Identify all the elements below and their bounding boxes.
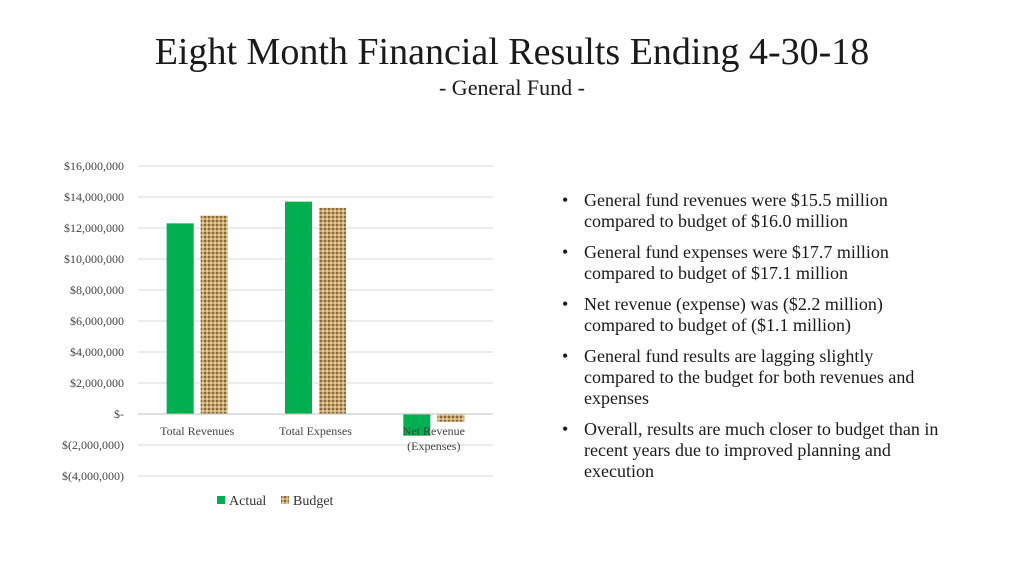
bullet-text: Net revenue (expense) was ($2.2 million)…	[584, 294, 883, 335]
bullet-item: • Overall, results are much closer to bud…	[562, 419, 942, 482]
legend: Actual Budget	[217, 494, 334, 509]
slide-title: Eight Month Financial Results Ending 4-3…	[154, 31, 870, 73]
y-tick-label: $-	[114, 407, 124, 421]
x-tick-label: Total Expenses	[279, 424, 352, 438]
y-tick-label: $4,000,000	[70, 345, 124, 359]
bullet-text: General fund expenses were $17.7 million…	[584, 242, 889, 283]
x-tick-label: Total Revenues	[160, 424, 234, 438]
x-tick-label: (Expenses)	[407, 439, 460, 453]
y-tick-label: $14,000,000	[64, 190, 124, 204]
bullet-text: General fund results are lagging slightl…	[584, 346, 915, 408]
actual-bar	[166, 223, 194, 414]
bullet-glyph: •	[562, 419, 569, 439]
x-tick-label: Net Revenue	[403, 424, 465, 438]
x-axis-ticks: Total Revenues Total Expenses Net Revenue(…	[160, 424, 465, 453]
legend-label-actual: Actual	[229, 494, 266, 509]
budget-bar	[319, 207, 346, 414]
bullet-list: • General fund revenues were $15.5 millio…	[562, 190, 942, 492]
bullet-item: • General fund expenses were $17.7 millio…	[562, 242, 942, 284]
y-tick-label: $16,000,000	[64, 159, 124, 173]
y-tick-label: $(2,000,000)	[62, 438, 124, 452]
bullet-glyph: •	[562, 190, 569, 210]
bullet-item: • General fund revenues were $15.5 millio…	[562, 190, 942, 232]
bullet-glyph: •	[562, 294, 569, 314]
bar-chart: $16,000,000 $14,000,000 $12,000,000 $10,000…	[62, 159, 493, 509]
gridlines	[138, 165, 493, 477]
legend-swatch-budget	[281, 496, 289, 504]
legend-swatch-actual	[217, 496, 225, 504]
legend-label-budget: Budget	[293, 494, 334, 509]
y-tick-label: $2,000,000	[70, 376, 124, 390]
actual-bar	[285, 201, 312, 414]
budget-bar	[200, 215, 228, 414]
bullet-glyph: •	[562, 242, 569, 262]
bullet-text: Overall, results are much closer to budg…	[584, 419, 939, 481]
actual-bar	[403, 414, 431, 436]
budget-bar	[437, 414, 465, 422]
y-tick-label: $6,000,000	[70, 314, 124, 328]
bullet-text: General fund revenues were $15.5 million…	[584, 190, 888, 231]
y-tick-label: $12,000,000	[64, 221, 124, 235]
bullet-item: • General fund results are lagging slight…	[562, 346, 942, 409]
bullet-glyph: •	[562, 346, 569, 366]
y-axis-ticks: $16,000,000 $14,000,000 $12,000,000 $10,000…	[62, 159, 124, 483]
y-tick-label: $(4,000,000)	[62, 469, 124, 483]
y-tick-label: $8,000,000	[70, 283, 124, 297]
slide-subtitle: - General Fund -	[438, 75, 585, 100]
y-tick-label: $10,000,000	[64, 252, 124, 266]
bullet-item: • Net revenue (expense) was ($2.2 million…	[562, 294, 942, 336]
bars	[138, 201, 493, 436]
